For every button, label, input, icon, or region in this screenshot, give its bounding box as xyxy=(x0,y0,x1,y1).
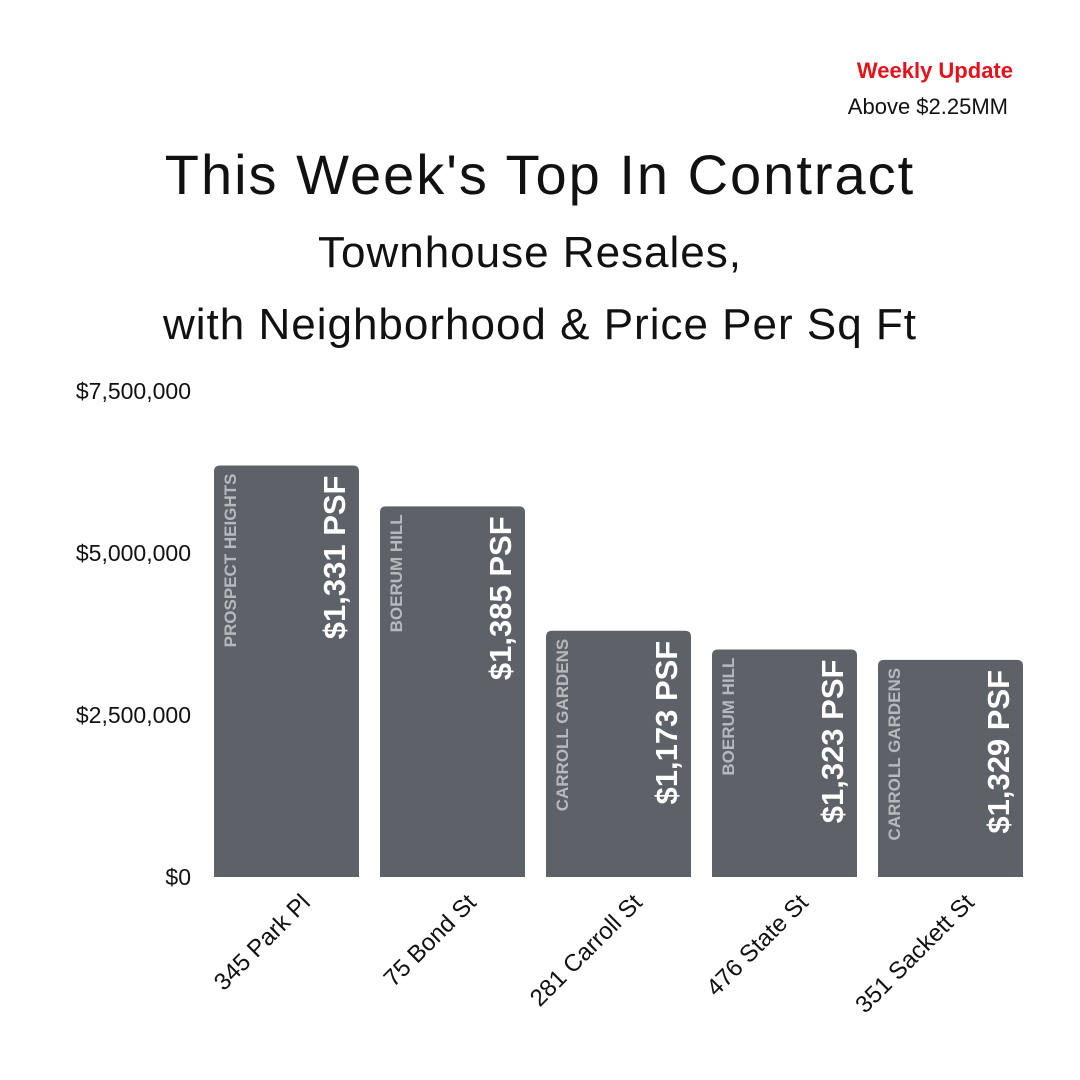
neighborhood-label: CARROLL GARDENS xyxy=(885,668,904,841)
y-tick-label: $5,000,000 xyxy=(76,540,191,566)
neighborhood-label: CARROLL GARDENS xyxy=(553,639,572,812)
category-label: 351 Sackett St xyxy=(850,889,980,1019)
psf-label: $1,331 PSF xyxy=(317,476,352,640)
weekly-update-badge: Weekly Update xyxy=(856,58,1013,83)
y-tick-label: $2,500,000 xyxy=(76,702,191,728)
psf-label: $1,329 PSF xyxy=(981,670,1016,834)
chart-subtitle-line1: Townhouse Resales, xyxy=(317,228,742,277)
chart-title: This Week's Top In Contract xyxy=(164,143,916,206)
bar xyxy=(878,659,1023,877)
category-label: 281 Carroll St xyxy=(525,889,648,1012)
y-tick-label: $0 xyxy=(165,864,191,890)
category-label: 476 State St xyxy=(701,889,814,1002)
bar xyxy=(214,465,359,877)
price-threshold: Above $2.25MM xyxy=(847,94,1008,119)
bar xyxy=(380,506,525,877)
bar xyxy=(712,649,857,877)
y-tick-label: $7,500,000 xyxy=(76,378,191,404)
bar xyxy=(546,630,691,877)
psf-label: $1,323 PSF xyxy=(815,660,850,824)
psf-label: $1,173 PSF xyxy=(649,641,684,805)
category-label: 75 Bond St xyxy=(379,889,482,992)
neighborhood-label: BOERUM HILL xyxy=(387,514,406,632)
psf-label: $1,385 PSF xyxy=(483,516,518,680)
neighborhood-label: PROSPECT HEIGHTS xyxy=(221,474,240,648)
category-label: 345 Park Pl xyxy=(209,889,316,996)
chart-subtitle-line2: with Neighborhood & Price Per Sq Ft xyxy=(162,300,918,349)
neighborhood-label: BOERUM HILL xyxy=(719,658,738,776)
